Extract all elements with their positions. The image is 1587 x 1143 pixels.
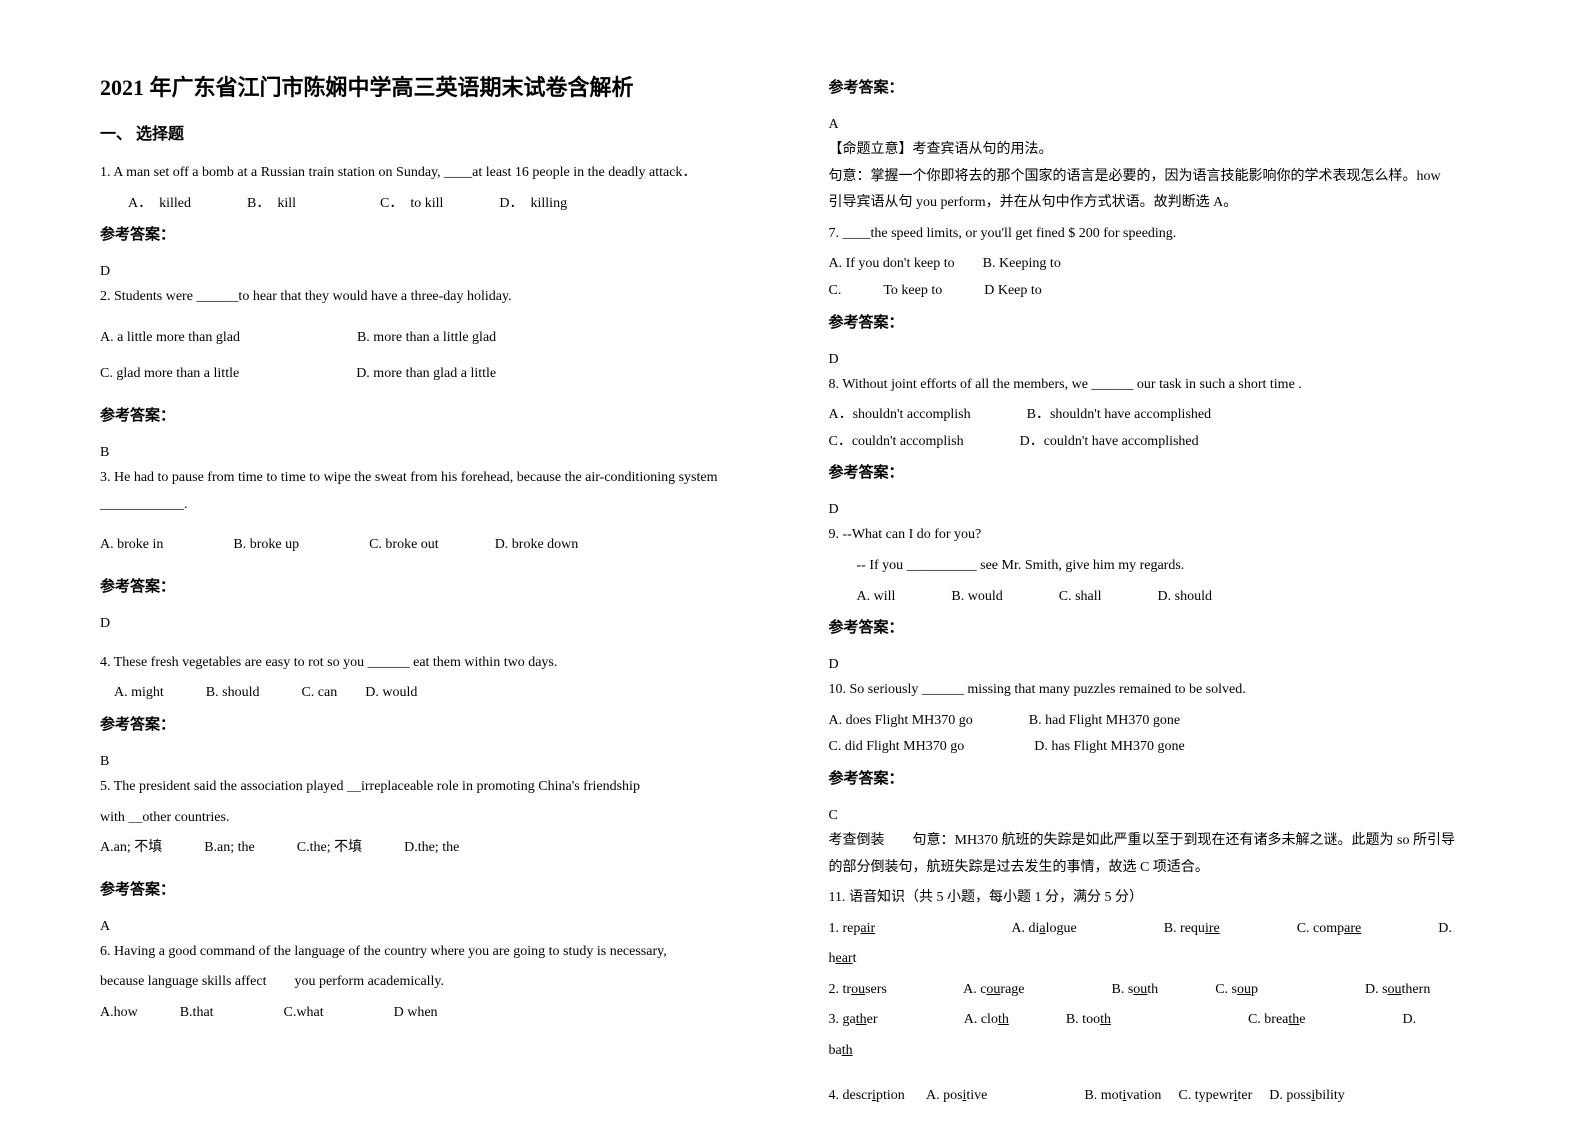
ref-answer-label: 参考答案： <box>100 575 769 596</box>
q11-heading: 11. 语音知识（共 5 小题，每小题 1 分，满分 5 分） <box>829 885 1498 912</box>
q10-options-a: A. does Flight MH370 go B. had Flight MH… <box>829 708 1498 735</box>
q8-options-a: A．shouldn't accomplish B．shouldn't have … <box>829 402 1498 429</box>
q11-r1-opta: A. dialogue <box>1011 921 1076 936</box>
ref-answer-label: 参考答案： <box>829 767 1498 788</box>
q6-options: A.how B.that C.what D when <box>100 1000 769 1027</box>
q11-r2-optb: B. south <box>1112 982 1159 997</box>
q3-options: A. broke in B. broke up C. broke out D. … <box>100 532 769 559</box>
q2-opt-d: D. more than glad a little <box>356 366 496 381</box>
q11-r3-optd: bath <box>829 1043 853 1058</box>
q2-opt-b: B. more than a little glad <box>357 330 496 345</box>
q5-text-l1: 5. The president said the association pl… <box>100 774 769 801</box>
ref-answer-label: 参考答案： <box>100 223 769 244</box>
ref-answer-label: 参考答案： <box>100 404 769 425</box>
q9-options: A. will B. would C. shall D. should <box>829 584 1498 611</box>
left-column: 2021 年广东省江门市陈娴中学高三英语期末试卷含解析 一、 选择题 1. A … <box>100 70 769 1113</box>
q10-answer: C <box>829 808 1498 824</box>
q4-text: 4. These fresh vegetables are easy to ro… <box>100 650 769 677</box>
q11-row1: 1. repair A. dialogue B. require C. comp… <box>829 916 1498 943</box>
q11-r4-word: 4. description <box>829 1088 905 1103</box>
q7-options-a: A. If you don't keep to B. Keeping to <box>829 251 1498 278</box>
q11-r4-optc: C. typewriter <box>1178 1088 1252 1103</box>
q11-r3-optc: C. breathe <box>1248 1012 1306 1027</box>
q11-r1-optd: heart <box>829 951 857 966</box>
q9-text-l2: -- If you __________ see Mr. Smith, give… <box>829 553 1498 580</box>
q11-r2-opta: A. courage <box>963 982 1024 997</box>
q11-r3-opta: A. cloth <box>964 1012 1009 1027</box>
q5-answer: A <box>100 919 769 935</box>
page-container: 2021 年广东省江门市陈娴中学高三英语期末试卷含解析 一、 选择题 1. A … <box>0 0 1587 1143</box>
q9-text-l1: 9. --What can I do for you? <box>829 522 1498 549</box>
q1-options: A． killed B． kill C． to kill D． killing <box>100 191 769 218</box>
q1-text: 1. A man set off a bomb at a Russian tra… <box>100 160 769 187</box>
ref-answer-label: 参考答案： <box>829 616 1498 637</box>
q9-answer: D <box>829 657 1498 673</box>
q8-options-b: C．couldn't accomplish D．couldn't have ac… <box>829 429 1498 456</box>
right-column: 参考答案： A 【命题立意】考查宾语从句的用法。 句意：掌握一个你即将去的那个国… <box>829 70 1498 1113</box>
q2-opt-c: C. glad more than a little <box>100 366 239 381</box>
q2-opt-a: A. a little more than glad <box>100 330 240 345</box>
q11-row3b: bath <box>829 1038 1498 1065</box>
q5-text-l2: with ＿other countries. <box>100 805 769 832</box>
q11-r2-optd: D. southern <box>1365 982 1430 997</box>
q11-row2: 2. trousers A. courage B. south C. soup … <box>829 977 1498 1004</box>
q11-row3: 3. gather A. cloth B. tooth C. breathe D… <box>829 1007 1498 1034</box>
q11-r1-optd-prefix: D. <box>1438 921 1452 936</box>
q10-options-b: C. did Flight MH370 go D. has Flight MH3… <box>829 734 1498 761</box>
q10-explain-l1: 考查倒装 句意：MH370 航班的失踪是如此严重以至于到现在还有诸多未解之谜。此… <box>829 828 1498 855</box>
q4-options: A. might B. should C. can D. would <box>100 680 769 707</box>
q3-answer: D <box>100 616 769 632</box>
q6-explain-l2: 句意：掌握一个你即将去的那个国家的语言是必要的，因为语言技能影响你的学术表现怎么… <box>829 164 1498 191</box>
q6-text-l1: 6. Having a good command of the language… <box>100 939 769 966</box>
q7-text: 7. ____the speed limits, or you'll get f… <box>829 221 1498 248</box>
q11-r2-optc: C. soup <box>1215 982 1258 997</box>
q2-options-row1: A. a little more than glad B. more than … <box>100 325 769 352</box>
q11-r3-optd-prefix: D. <box>1403 1012 1417 1027</box>
q1-answer: D <box>100 264 769 280</box>
q11-r1-optb: B. require <box>1164 921 1220 936</box>
q2-answer: B <box>100 445 769 461</box>
section-heading: 一、 选择题 <box>100 120 769 144</box>
q10-explain-l2: 的部分倒装句，航班失踪是过去发生的事情，故选 C 项适合。 <box>829 855 1498 882</box>
q6-explain-l3: 引导宾语从句 you perform，并在从句中作方式状语。故判断选 A。 <box>829 190 1498 217</box>
q4-answer: B <box>100 754 769 770</box>
q6-explain-l1: 【命题立意】考查宾语从句的用法。 <box>829 137 1498 164</box>
q11-r4-optb: B. motivation <box>1084 1088 1161 1103</box>
q11-r1-word: 1. repair <box>829 921 876 936</box>
q2-options-row2: C. glad more than a little D. more than … <box>100 361 769 388</box>
q7-options-b: C. To keep to D Keep to <box>829 278 1498 305</box>
q10-text: 10. So seriously ______ missing that man… <box>829 677 1498 704</box>
document-title: 2021 年广东省江门市陈娴中学高三英语期末试卷含解析 <box>100 70 769 102</box>
q8-text: 8. Without joint efforts of all the memb… <box>829 372 1498 399</box>
ref-answer-label: 参考答案： <box>829 311 1498 332</box>
q5-options: A.an; 不填 B.an; the C.the; 不填 D.the; the <box>100 835 769 862</box>
ref-answer-label: 参考答案： <box>829 76 1498 97</box>
q11-r3-word: 3. gather <box>829 1012 878 1027</box>
q11-r3-optb: B. tooth <box>1066 1012 1111 1027</box>
q3-text: 3. He had to pause from time to time to … <box>100 465 769 518</box>
ref-answer-label: 参考答案： <box>100 713 769 734</box>
q11-r4-optd: D. possibility <box>1269 1088 1344 1103</box>
ref-answer-label: 参考答案： <box>829 461 1498 482</box>
q6-answer: A <box>829 117 1498 133</box>
q11-r4-opta: A. positive <box>926 1088 987 1103</box>
q11-r2-word: 2. trousers <box>829 982 887 997</box>
q11-r1-optc: C. compare <box>1297 921 1362 936</box>
q7-answer: D <box>829 352 1498 368</box>
q6-text-l2: because language skills affect you perfo… <box>100 969 769 996</box>
q11-row1b: heart <box>829 946 1498 973</box>
q2-text: 2. Students were ______to hear that they… <box>100 284 769 311</box>
ref-answer-label: 参考答案： <box>100 878 769 899</box>
q11-row4: 4. description A. positive B. motivation… <box>829 1083 1498 1110</box>
q8-answer: D <box>829 502 1498 518</box>
